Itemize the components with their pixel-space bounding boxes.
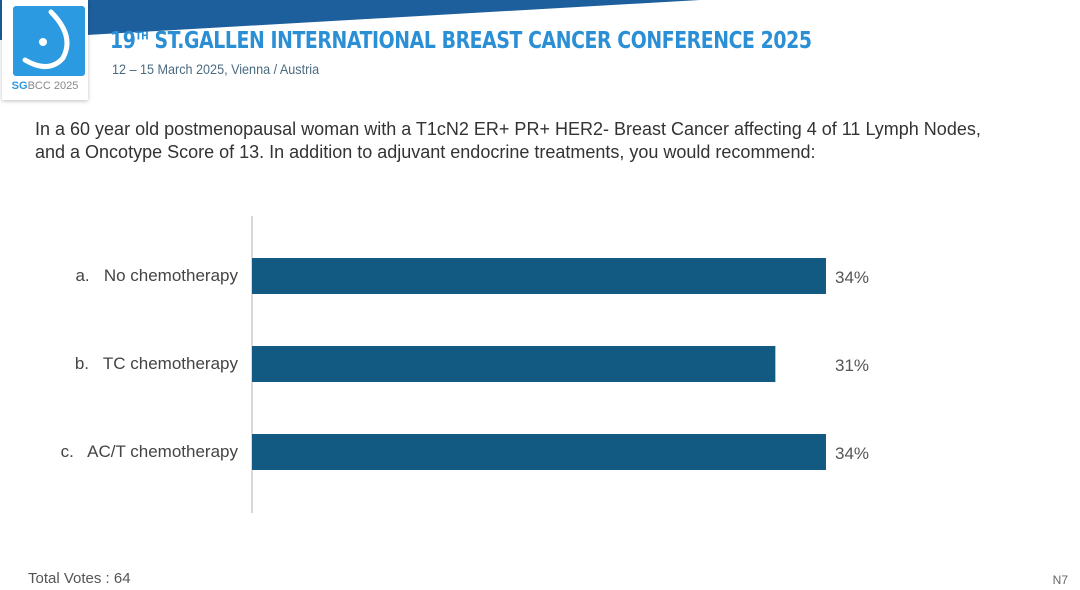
logo-text: SGBCC 2025: [11, 80, 79, 92]
poll-question: In a 60 year old postmenopausal woman wi…: [35, 119, 981, 162]
bar-chart: a. No chemotherapy 34% b. TC chemotherapy 3…: [61, 216, 869, 513]
bar: [252, 346, 776, 382]
category-label: a. No chemotherapy: [75, 266, 238, 285]
conference-title: 19TH ST.GALLEN INTERNATIONAL BREAST CANC…: [110, 28, 812, 54]
bar: [252, 258, 826, 294]
data-label: 31%: [835, 356, 869, 375]
category-label: b. TC chemotherapy: [75, 354, 239, 373]
data-label: 34%: [835, 268, 869, 287]
logo: SGBCC 2025: [2, 0, 88, 100]
data-label: 34%: [835, 444, 869, 463]
header-band: [0, 0, 700, 40]
total-votes: Total Votes : 64: [28, 570, 131, 587]
bar: [252, 434, 826, 470]
logo-mark-icon: [13, 6, 85, 76]
category-label: c. AC/T chemotherapy: [61, 442, 239, 461]
slide-id: N7: [1052, 573, 1068, 587]
conference-subtitle: 12 – 15 March 2025, Vienna / Austria: [112, 61, 320, 77]
